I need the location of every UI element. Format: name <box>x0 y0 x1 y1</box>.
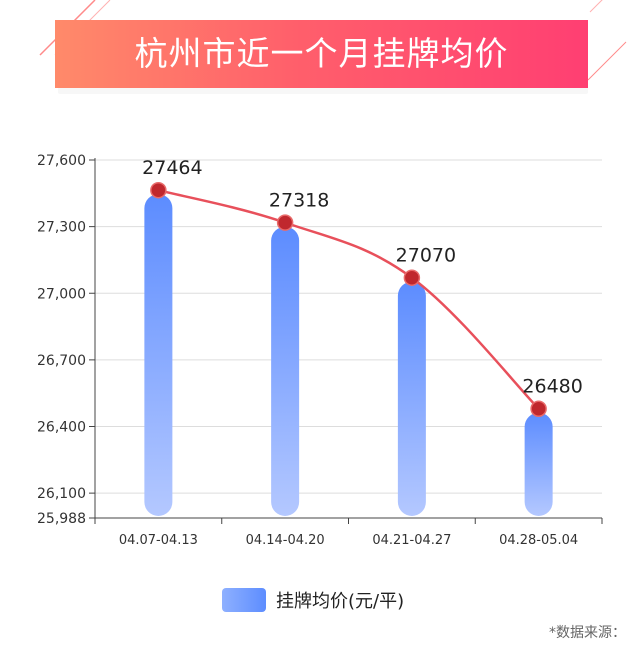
grid-lines <box>95 159 602 494</box>
bar <box>271 226 300 516</box>
y-tick-label: 26,100 <box>37 486 86 502</box>
data-labels: 27464 27318 27070 26480 <box>142 157 583 398</box>
legend: 挂牌均价(元/平) <box>222 587 404 613</box>
data-point-marker <box>150 181 167 199</box>
data-label: 27070 <box>396 245 456 267</box>
legend-swatch <box>222 588 266 612</box>
x-tick-label: 04.21-04.27 <box>372 533 451 548</box>
y-tick-label: 26,700 <box>37 353 86 369</box>
trend-line-layer <box>150 181 547 417</box>
data-point-marker <box>276 214 294 231</box>
x-tick-label: 04.28-05.04 <box>499 533 578 548</box>
source-note: *数据来源： <box>549 625 626 641</box>
bar <box>144 194 173 516</box>
data-label: 27464 <box>142 157 202 179</box>
legend-label: 挂牌均价(元/平) <box>276 591 405 612</box>
data-label: 27318 <box>269 190 329 212</box>
y-tick-label: 26,400 <box>37 420 86 436</box>
data-point-marker <box>530 400 547 417</box>
bars <box>144 194 553 516</box>
axes: 25,988 26,100 26,400 26,700 27,000 27,300 27,6… <box>37 153 603 548</box>
bar <box>397 281 426 516</box>
y-tick-label: 25,988 <box>37 511 86 527</box>
y-tick-label: 27,600 <box>37 153 86 169</box>
y-tick-label: 27,000 <box>37 286 86 302</box>
x-tick-label: 04.07-04.13 <box>119 533 198 548</box>
title-banner <box>55 20 588 88</box>
bar <box>524 412 553 516</box>
chart-title: 杭州市近一个月挂牌均价 <box>134 34 509 73</box>
data-point-marker <box>403 269 421 286</box>
y-tick-label: 27,300 <box>37 220 86 236</box>
trend-line <box>158 188 540 410</box>
data-label: 26480 <box>522 376 582 398</box>
x-tick-label: 04.14-04.20 <box>246 533 325 548</box>
